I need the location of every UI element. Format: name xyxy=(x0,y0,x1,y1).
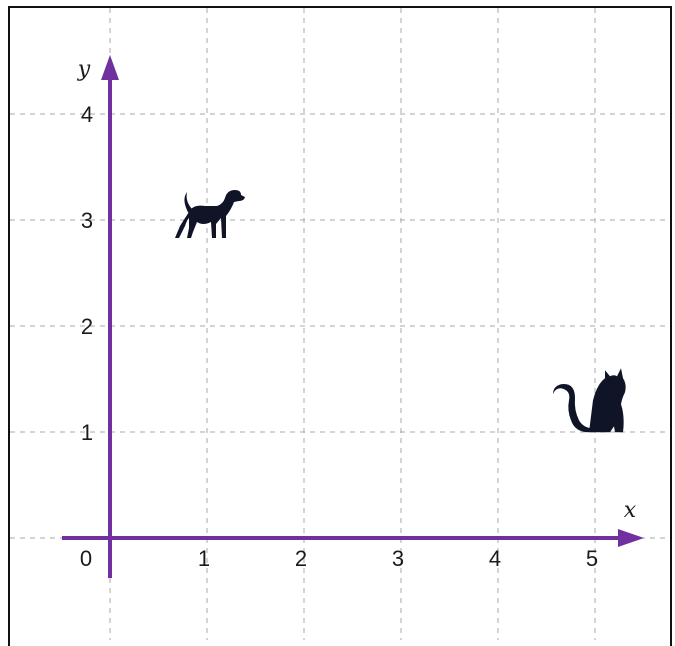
y-tick-label: 1 xyxy=(81,420,93,445)
dog-icon xyxy=(175,190,245,238)
x-tick-label: 5 xyxy=(586,546,598,571)
tick-labels: 0 1 2 3 4 5 1 2 3 4 xyxy=(80,102,598,571)
y-tick-label: 3 xyxy=(81,208,93,233)
y-axis-label: y xyxy=(77,57,91,82)
axes xyxy=(62,55,644,578)
y-axis-arrow xyxy=(101,55,119,80)
x-tick-label: 4 xyxy=(489,546,501,571)
x-tick-label: 2 xyxy=(295,546,307,571)
cat-icon xyxy=(553,368,626,433)
x-tick-label: 1 xyxy=(198,546,210,571)
y-tick-label: 4 xyxy=(81,102,93,127)
x-axis-label: x xyxy=(624,498,637,523)
x-tick-label: 0 xyxy=(80,546,92,571)
x-axis-arrow xyxy=(618,529,644,547)
data-points xyxy=(175,190,626,433)
plot-frame xyxy=(8,6,672,646)
y-tick-label: 2 xyxy=(81,314,93,339)
x-tick-label: 3 xyxy=(392,546,404,571)
